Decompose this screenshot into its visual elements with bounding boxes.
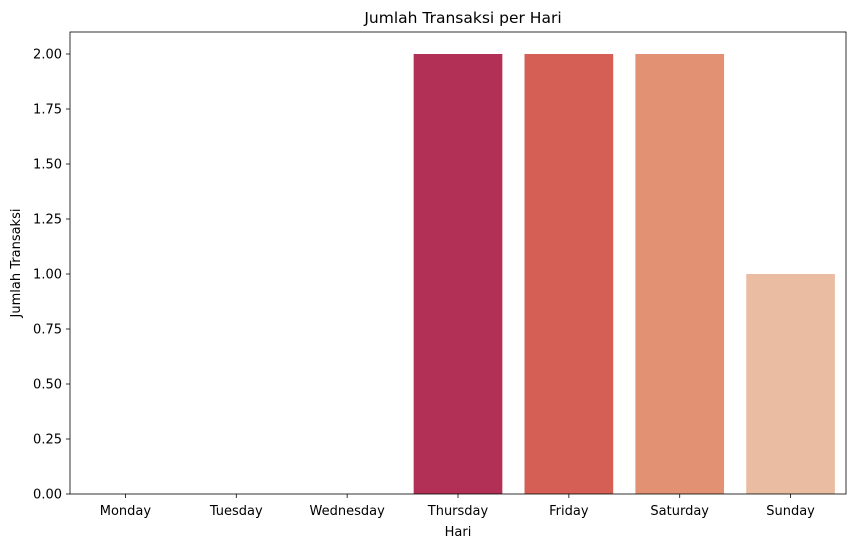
x-tick-label: Wednesday [310,504,386,519]
bar-friday [524,54,614,494]
y-tick-label: 0.75 [33,323,62,338]
y-tick-label: 0.00 [33,488,62,503]
y-tick-label: 1.50 [33,158,62,173]
bar-thursday [413,54,503,494]
y-tick-label: 0.50 [33,378,62,393]
x-axis-label: Hari [445,525,472,540]
bar-sunday [746,274,835,494]
y-axis-label: Jumlah Transaksi [9,209,24,319]
y-tick-label: 1.00 [33,268,62,283]
plot-frame [69,31,847,495]
x-tick-label: Tuesday [209,504,263,519]
y-tick-label: 2.00 [33,48,62,63]
bar-saturday [635,54,725,494]
chart-title: Jumlah Transaksi per Hari [363,9,561,27]
plot-area: Monday Tuesday Wednesday Thursday Friday Satu… [33,31,847,519]
x-tick-label: Monday [100,504,152,519]
x-tick-label: Friday [549,504,589,519]
y-tick-label: 0.25 [33,433,62,448]
x-tick-label: Saturday [650,504,709,519]
x-tick-label: Thursday [427,504,489,519]
x-tick-label: Sunday [766,504,815,519]
y-tick-label: 1.75 [33,103,62,118]
y-tick-label: 1.25 [33,213,62,228]
